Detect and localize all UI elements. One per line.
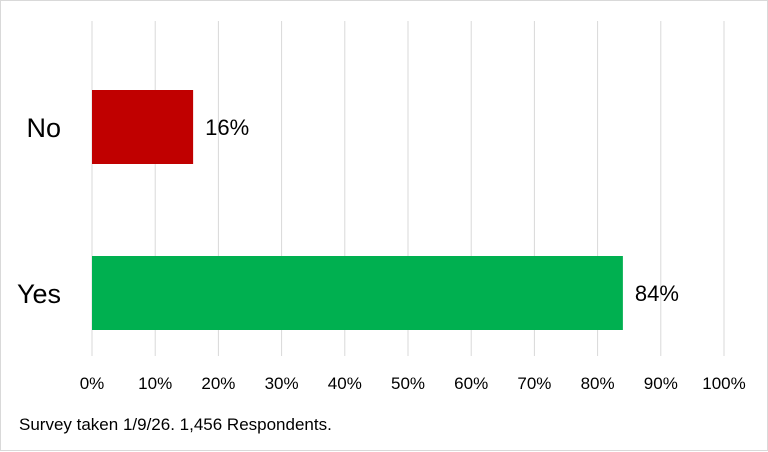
category-label-no: No	[26, 113, 61, 143]
data-label-yes: 84%	[635, 281, 679, 306]
bar-no	[92, 90, 194, 164]
x-tick-label: 30%	[265, 374, 299, 393]
x-tick-label: 80%	[581, 374, 615, 393]
x-tick-label: 10%	[138, 374, 172, 393]
category-label-yes: Yes	[17, 279, 61, 309]
x-tick-label: 90%	[644, 374, 678, 393]
bar-yes	[92, 256, 623, 330]
x-tick-label: 20%	[201, 374, 235, 393]
x-tick-label: 100%	[702, 374, 745, 393]
x-tick-label: 60%	[454, 374, 488, 393]
footnote: Survey taken 1/9/26. 1,456 Respondents.	[19, 415, 332, 434]
x-tick-label: 70%	[517, 374, 551, 393]
x-tick-label: 0%	[80, 374, 105, 393]
x-tick-label: 40%	[328, 374, 362, 393]
data-label-no: 16%	[205, 115, 249, 140]
x-tick-label: 50%	[391, 374, 425, 393]
